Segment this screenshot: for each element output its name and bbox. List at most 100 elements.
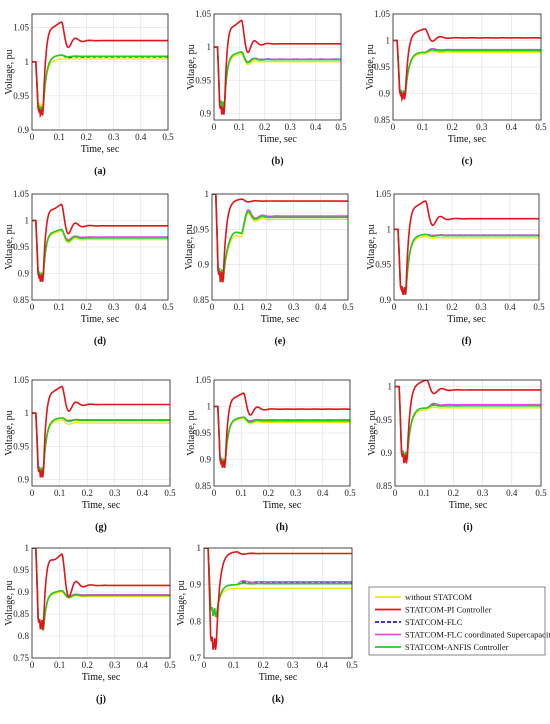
plot-frame [394, 379, 542, 487]
panel-label: (g) [95, 522, 107, 533]
x-tick-label: 0.5 [164, 660, 176, 670]
y-tick-label: 1.05 [195, 375, 211, 385]
x-tick-label: 0.1 [234, 122, 245, 132]
series-line-pi [395, 380, 541, 464]
x-axis-label: Time, sec [449, 500, 488, 511]
x-tick-label: 0.4 [504, 302, 516, 312]
y-axis-label: Voltage, pu [186, 410, 197, 455]
series-line-pi [394, 200, 539, 295]
y-tick-label: 0.9 [379, 89, 391, 99]
y-tick-label: 0.85 [374, 115, 390, 125]
panel-label: (b) [271, 156, 283, 167]
x-tick-label: 0.1 [417, 302, 428, 312]
y-axis-label: Voltage, pu [4, 580, 15, 625]
x-tick-label: 0.2 [81, 132, 92, 142]
series-line-sc [32, 54, 168, 115]
x-tick-label: 0.3 [288, 302, 300, 312]
series-line-pi [214, 19, 341, 115]
x-tick-label: 0.5 [346, 660, 358, 670]
x-tick-label: 0 [210, 302, 215, 312]
x-tick-label: 0 [212, 488, 217, 498]
x-axis-label: Time, sec [447, 314, 486, 325]
x-tick-label: 0.3 [475, 302, 487, 312]
series-line-pi [32, 21, 168, 119]
x-axis-label: Time, sec [259, 672, 298, 683]
y-tick-label: 0.85 [193, 295, 209, 305]
x-tick-label: 0.2 [261, 302, 272, 312]
legend-box [368, 586, 546, 656]
plot-frame [203, 547, 353, 659]
x-tick-label: 0.1 [234, 302, 245, 312]
y-tick-label: 0.85 [13, 295, 29, 305]
y-tick-label: 0.95 [13, 441, 29, 451]
plot-frame [213, 13, 342, 121]
x-axis-label: Time, sec [261, 314, 300, 325]
series-line-anfis [214, 46, 341, 109]
x-tick-label: 0.2 [263, 488, 274, 498]
y-tick-label: 0.9 [190, 580, 202, 590]
x-tick-label: 0.3 [285, 122, 297, 132]
panel-label: (d) [94, 336, 106, 347]
y-tick-label: 0.75 [13, 653, 29, 663]
y-tick-label: 1 [197, 543, 202, 553]
y-axis-label: Voltage, pu [186, 44, 197, 89]
series-line-sc [212, 194, 348, 282]
x-tick-label: 0 [30, 132, 35, 142]
y-axis-label: Voltage, pu [4, 224, 15, 269]
chart-panel-8: 0 0.1 0.2 0.3 0.4 0.5 0.85 0.9 0.95 1 Time, sec Vol… [367, 379, 547, 533]
y-tick-label: 1 [387, 224, 392, 234]
y-tick-label: 1 [25, 408, 30, 418]
x-axis-label: Time, sec [82, 500, 121, 511]
x-tick-label: 0.5 [533, 302, 545, 312]
plot-frame [393, 193, 540, 301]
x-tick-label: 0 [30, 660, 35, 670]
x-tick-label: 0.4 [317, 488, 329, 498]
y-tick-label: 0.85 [376, 481, 392, 491]
legend-label: STATCOM-PI Controller [405, 605, 492, 615]
series-line-without [204, 548, 352, 619]
x-tick-label: 0.4 [137, 488, 149, 498]
series-line-flc [212, 194, 348, 282]
chart-panel-6: 0 0.1 0.2 0.3 0.4 0.5 0.9 0.95 1 1.05 Time, sec Vol… [4, 375, 176, 533]
x-tick-label: 0.2 [258, 660, 269, 670]
series-line-sc [214, 405, 350, 466]
y-axis-label: Voltage, pu [366, 224, 377, 269]
plot-frame [211, 193, 349, 301]
series-line-flc [214, 405, 350, 466]
y-tick-label: 1.05 [13, 375, 29, 385]
panel-label: (j) [96, 694, 106, 705]
x-tick-label: 0 [212, 122, 217, 132]
x-tick-label: 0.3 [290, 488, 302, 498]
legend-label: without STATCOM [405, 592, 473, 602]
series-line-pi [32, 203, 168, 282]
series-line-pi [393, 28, 541, 103]
y-tick-label: 0.95 [13, 565, 29, 575]
series-line-without [32, 219, 168, 280]
x-tick-label: 0 [392, 302, 397, 312]
series-line-without [32, 58, 168, 112]
plot-frame [213, 379, 351, 487]
plot-frame [31, 13, 169, 131]
series-line-anfis [395, 385, 541, 464]
chart-panel-3: 0 0.1 0.2 0.3 0.4 0.5 0.85 0.9 0.95 1 1.05 Time, se… [4, 189, 174, 347]
x-tick-label: 0.1 [419, 488, 430, 498]
x-tick-label: 0.2 [82, 488, 93, 498]
panel-label: (i) [463, 522, 472, 533]
y-tick-label: 0.9 [18, 587, 30, 597]
series-line-without [214, 405, 350, 466]
x-tick-label: 0.5 [344, 488, 356, 498]
x-tick-label: 0.5 [342, 302, 354, 312]
x-tick-label: 0.3 [476, 122, 488, 132]
y-tick-label: 0.8 [18, 631, 30, 641]
x-tick-label: 0.4 [135, 302, 147, 312]
y-tick-label: 1.05 [195, 9, 211, 19]
y-tick-label: 0.9 [18, 474, 30, 484]
chart-panel-7: 0 0.1 0.2 0.3 0.4 0.5 0.85 0.9 0.95 1 1.05 Time, se… [186, 375, 356, 533]
y-axis-label: Voltage, pu [176, 580, 187, 625]
x-tick-label: 0.5 [535, 122, 547, 132]
series-line-without [393, 39, 541, 100]
x-tick-label: 0 [30, 488, 35, 498]
x-tick-label: 0.5 [162, 132, 174, 142]
series-line-without [394, 228, 539, 295]
x-tick-label: 0.4 [506, 122, 518, 132]
